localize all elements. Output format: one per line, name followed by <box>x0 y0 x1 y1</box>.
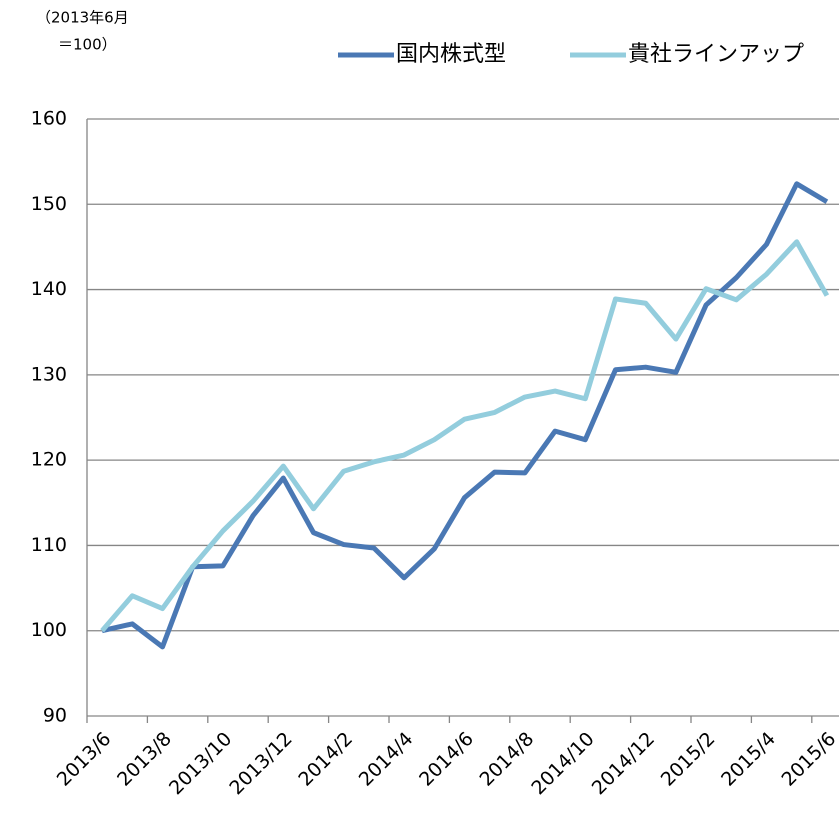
x-tick-label: 2014/2 <box>294 728 357 791</box>
y-note: ＝100） <box>58 36 117 54</box>
y-tick-label: 130 <box>31 363 67 385</box>
x-tick-label: 2015/2 <box>657 728 720 791</box>
x-tick-label: 2014/4 <box>355 728 418 791</box>
x-tick-label: 2015/6 <box>778 728 839 791</box>
x-tick-label: 2014/12 <box>588 728 659 799</box>
x-tick-label: 2013/10 <box>165 728 236 799</box>
y-tick-label: 90 <box>43 705 67 727</box>
y-tick-label: 160 <box>31 108 67 130</box>
y-tick-label: 100 <box>31 619 67 641</box>
y-tick-label: 150 <box>31 193 67 215</box>
x-tick-label: 2014/6 <box>415 728 478 791</box>
y-note: （2013年6月 <box>36 9 129 27</box>
series-line <box>100 239 830 633</box>
x-tick-label: 2013/6 <box>53 728 116 791</box>
x-tick-label: 2015/4 <box>717 728 780 791</box>
legend-label: 貴社ラインアップ <box>628 42 804 67</box>
legend-label: 国内株式型 <box>396 42 506 67</box>
x-tick-label: 2013/12 <box>225 728 296 799</box>
y-tick-label: 140 <box>31 278 67 300</box>
series-line <box>101 181 829 650</box>
y-tick-label: 110 <box>31 534 67 556</box>
x-tick-label: 2014/10 <box>527 728 598 799</box>
y-tick-label: 120 <box>31 449 67 471</box>
